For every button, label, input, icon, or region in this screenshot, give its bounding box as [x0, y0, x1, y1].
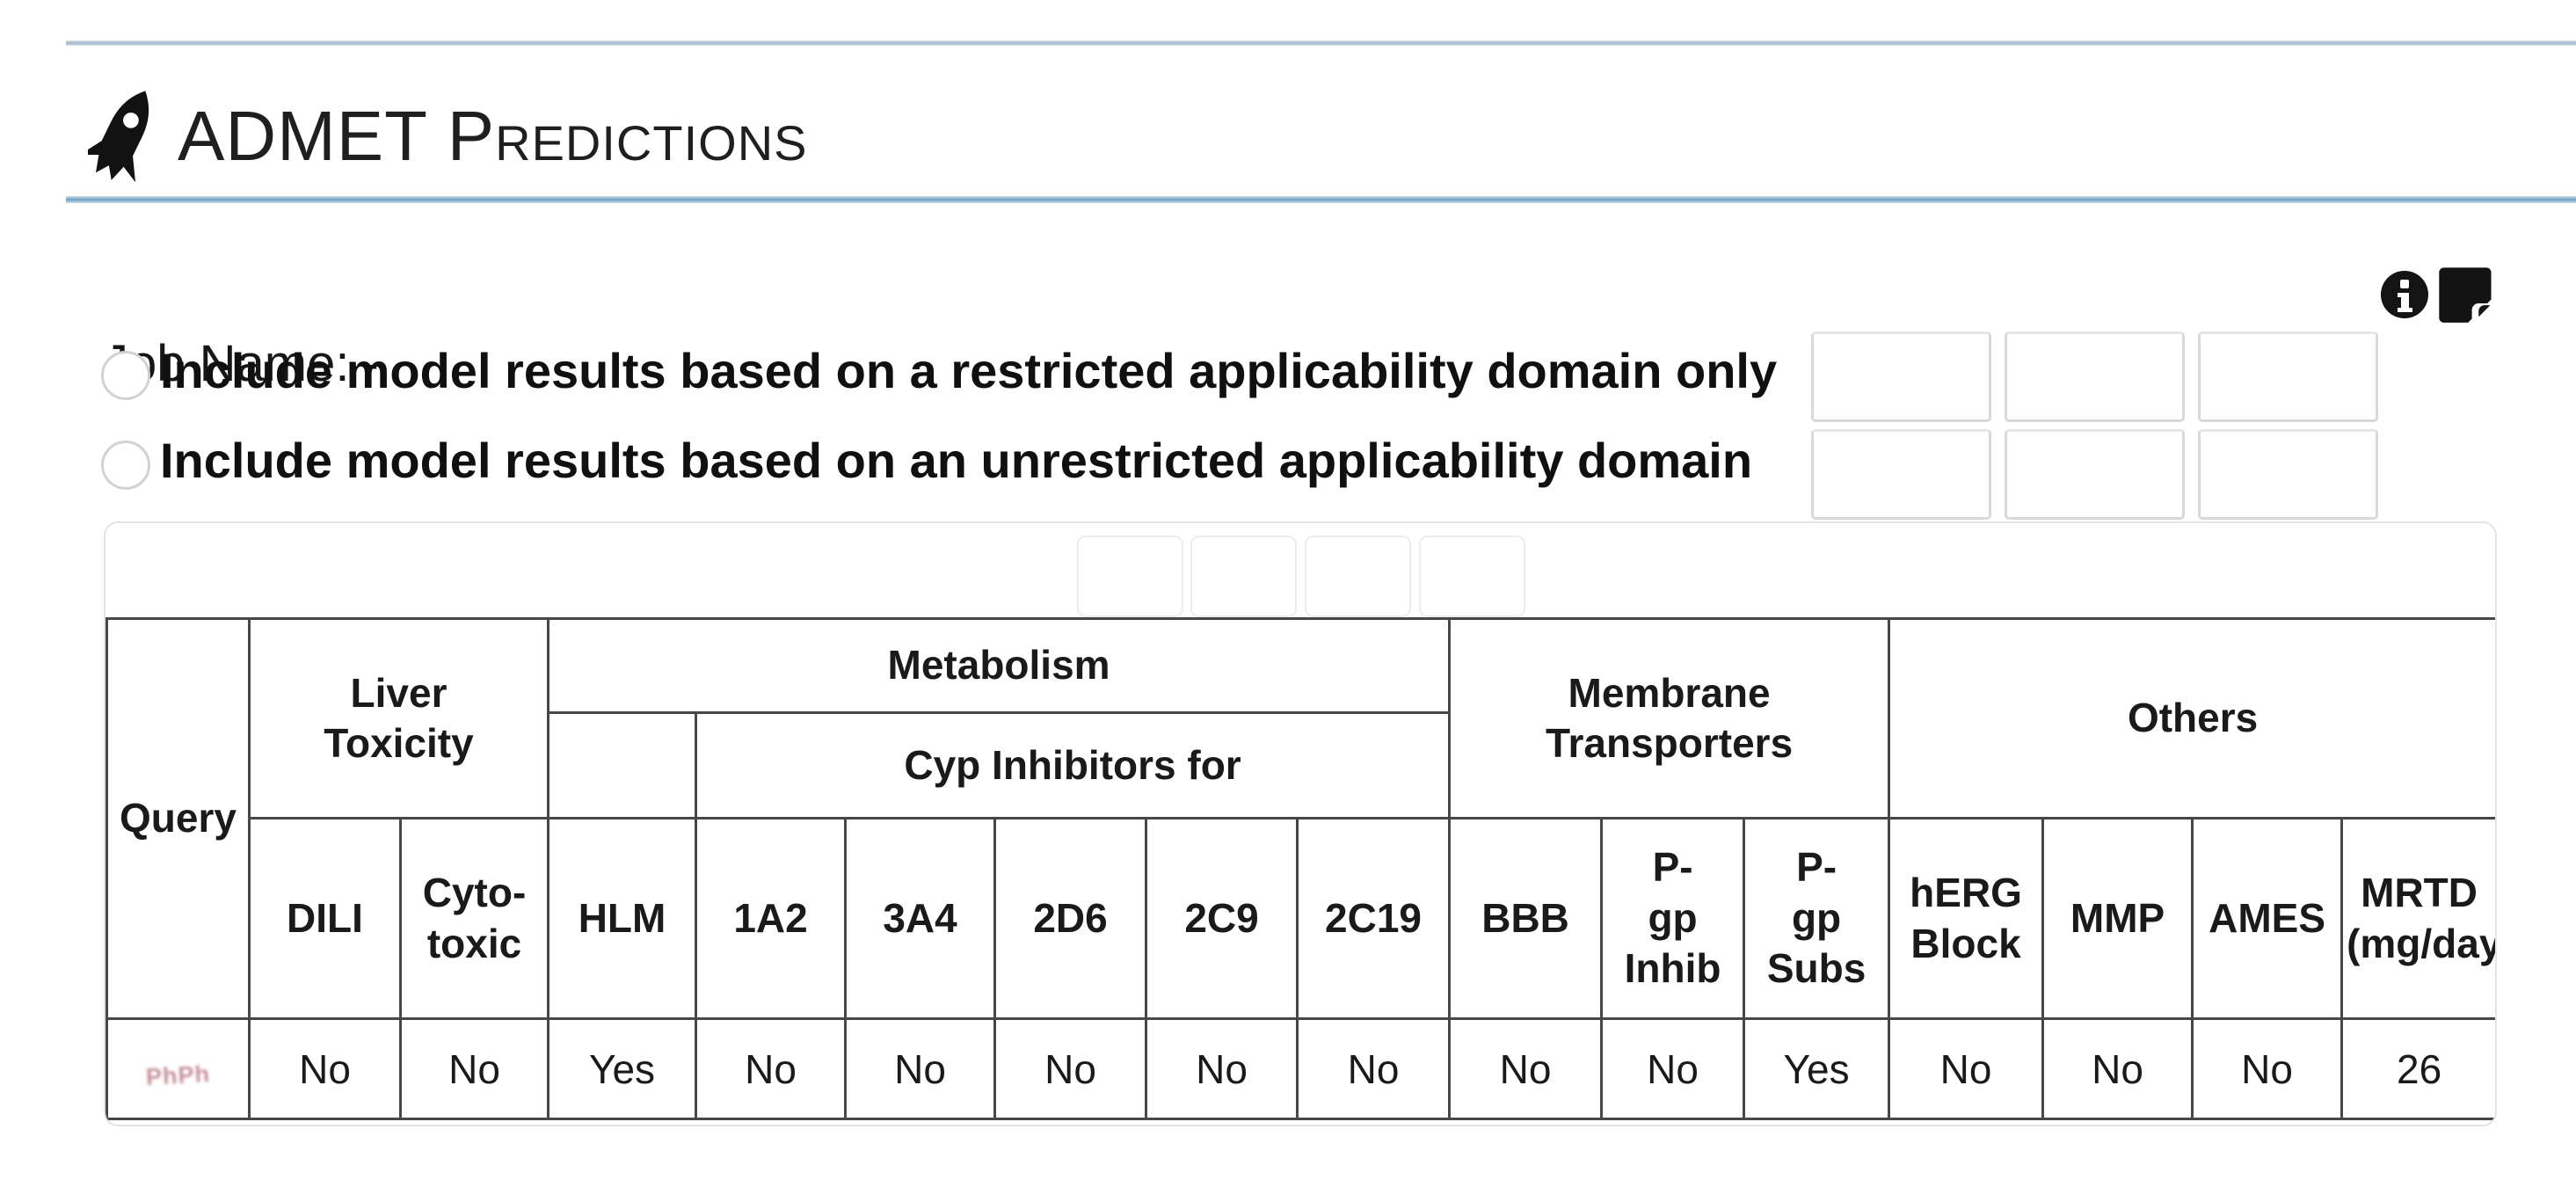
cell-cyp3a4: No [844, 1017, 997, 1120]
cell-cyp2c19: No [1296, 1017, 1452, 1120]
page-header: ADMET Predictions [88, 81, 808, 192]
group-header-liver-toxicity: Liver Toxicity [247, 617, 550, 820]
cell-cyp2c9: No [1145, 1017, 1299, 1120]
cell-pgp-inhibitor: No [1600, 1017, 1746, 1120]
cell-hlm: Yes [547, 1017, 698, 1120]
column-header-pgp-inhibitor: P- gp Inhib [1600, 817, 1746, 1020]
option-label-unrestricted-domain[interactable]: Include model results based on an unrest… [160, 433, 1753, 488]
column-header-dili: DILI [248, 817, 402, 1020]
page-title: ADMET Predictions [178, 97, 808, 175]
query-structure-cell: PhPh [106, 1017, 251, 1120]
header-divider [66, 196, 2576, 203]
top-divider [66, 40, 2576, 46]
export-button-placeholder[interactable] [2005, 331, 2185, 422]
group-header-membrane-transporters: Membrane Transporters [1448, 617, 1891, 820]
rocket-icon [88, 91, 149, 183]
column-header-cyp3a4: 3A4 [844, 817, 997, 1020]
column-header-cytotoxic: Cyto- toxic [398, 817, 550, 1020]
column-header-cyp2d6: 2D6 [993, 817, 1148, 1020]
job-name-value: - [361, 335, 379, 392]
cell-mmp: No [2041, 1017, 2194, 1120]
column-header-ames: AMES [2191, 817, 2344, 1020]
cell-pgp-substrate: Yes [1743, 1017, 1891, 1120]
radio-unrestricted-domain[interactable] [101, 441, 150, 490]
cell-bbb: No [1448, 1017, 1604, 1120]
results-card: Query Liver Toxicity Metabolism Membrane… [104, 521, 2497, 1126]
column-header-hlm: HLM [547, 817, 698, 1020]
column-header-cyp2c19: 2C19 [1296, 817, 1452, 1020]
toolbar-button-placeholder[interactable] [1077, 535, 1183, 617]
group-header-cyp-inhibitors: Cyp Inhibitors for [695, 711, 1452, 820]
admet-results-table: Query Liver Toxicity Metabolism Membrane… [106, 617, 2495, 1120]
cell-cyp2d6: No [993, 1017, 1148, 1120]
option-label-restricted-domain[interactable]: Include model results based on a restric… [160, 343, 1778, 398]
group-header-metabolism: Metabolism [547, 617, 1452, 714]
toolbar-button-placeholder[interactable] [1305, 535, 1411, 617]
toolbar-button-placeholder[interactable] [1190, 535, 1297, 617]
export-button-placeholder[interactable] [1811, 429, 1991, 520]
cell-dili: No [248, 1017, 402, 1120]
cell-herg-blocker: No [1888, 1017, 2045, 1120]
group-header-others: Others [1888, 617, 2495, 820]
toolbar-button-placeholder[interactable] [1419, 535, 1525, 617]
export-button-placeholder[interactable] [2198, 429, 2378, 520]
column-header-cyp2c9: 2C9 [1145, 817, 1299, 1020]
export-button-placeholder[interactable] [1811, 331, 1991, 422]
export-button-placeholder[interactable] [2005, 429, 2185, 520]
group-header-hlm-spacer [547, 711, 698, 820]
table-row: PhPh No No Yes No No No No No No No Yes … [106, 1017, 2495, 1120]
cell-ames: No [2191, 1017, 2344, 1120]
export-button-placeholder[interactable] [2198, 331, 2378, 422]
query-structure-thumbnail[interactable]: PhPh [145, 1060, 211, 1090]
radio-restricted-domain[interactable] [101, 351, 150, 400]
sticky-note-icon[interactable] [2437, 264, 2495, 324]
column-header-cyp1a2: 1A2 [695, 817, 848, 1020]
column-header-mrtd: MRTD (mg/day) [2340, 817, 2495, 1020]
column-header-pgp-substrate: P- gp Subs [1743, 817, 1891, 1020]
info-icon[interactable] [2379, 269, 2430, 320]
cell-cyp1a2: No [695, 1017, 848, 1120]
column-header-query: Query [106, 617, 251, 1020]
column-header-herg-blocker: hERG Block [1888, 817, 2045, 1020]
column-header-mmp: MMP [2041, 817, 2194, 1020]
column-header-bbb: BBB [1448, 817, 1604, 1020]
cell-cytotoxic: No [398, 1017, 550, 1120]
cell-mrtd: 26 [2340, 1017, 2495, 1120]
